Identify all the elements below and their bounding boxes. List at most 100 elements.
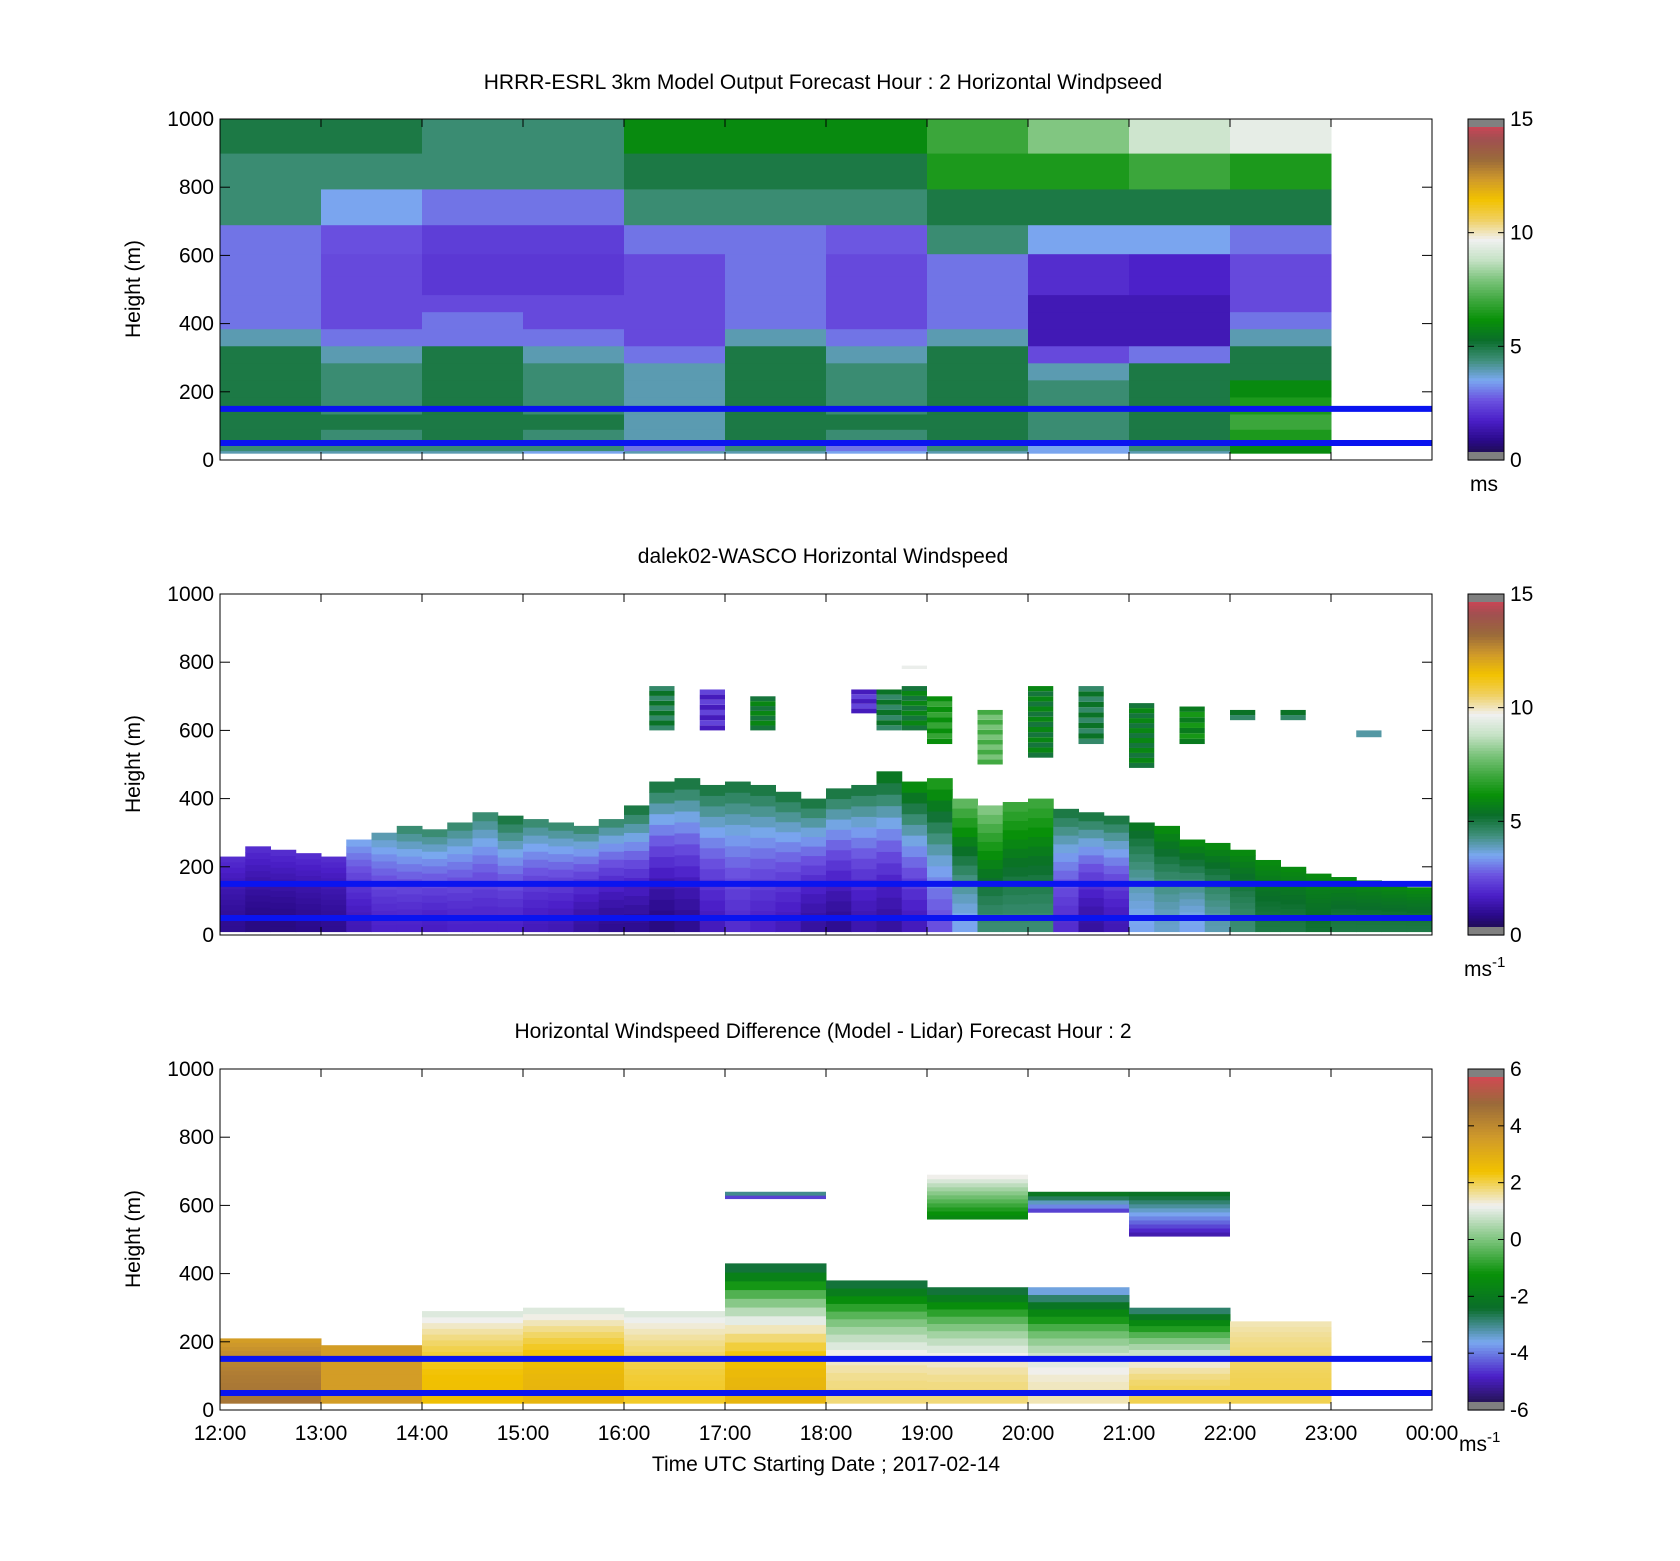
colorbar-swatch bbox=[1468, 1205, 1504, 1209]
heatmap-cell bbox=[800, 893, 827, 904]
colorbar-swatch bbox=[1468, 750, 1504, 754]
heatmap-cell bbox=[876, 862, 903, 875]
colorbar-swatch bbox=[1468, 1128, 1504, 1133]
colorbar-swatch bbox=[1468, 625, 1504, 629]
heatmap-cell bbox=[220, 1382, 322, 1388]
heatmap-cell bbox=[1331, 927, 1357, 933]
heatmap-cell bbox=[1028, 798, 1054, 809]
heatmap-cell bbox=[497, 848, 524, 858]
heatmap-cell bbox=[1053, 852, 1079, 862]
heatmap-cell bbox=[523, 907, 549, 917]
heatmap-cell bbox=[371, 832, 398, 841]
y-tick-label: 600 bbox=[179, 719, 214, 742]
heatmap-cell bbox=[220, 294, 322, 313]
heatmap-cell bbox=[1129, 900, 1155, 909]
x-tick-label: 22:00 bbox=[1204, 1422, 1257, 1445]
heatmap-cell bbox=[1129, 713, 1155, 719]
colorbar-swatch bbox=[1468, 1287, 1504, 1292]
heatmap-cell bbox=[1230, 902, 1256, 909]
heatmap-cell bbox=[1230, 855, 1256, 862]
colorbar-swatch bbox=[1468, 1262, 1504, 1266]
colorbar-swatch bbox=[1468, 906, 1504, 911]
heatmap-cell bbox=[624, 1397, 726, 1404]
heatmap-cell bbox=[927, 712, 953, 718]
heatmap-cell bbox=[1255, 870, 1281, 876]
colorbar-swatch bbox=[1468, 181, 1504, 185]
heatmap-cell bbox=[1331, 912, 1357, 917]
heatmap-cell bbox=[346, 925, 372, 933]
y-tick-label: 1000 bbox=[167, 1058, 214, 1081]
heatmap-cell bbox=[725, 1298, 827, 1308]
heatmap-cell bbox=[245, 858, 271, 866]
heatmap-cell bbox=[295, 875, 322, 882]
colorbar-swatch bbox=[1468, 400, 1504, 404]
heatmap-cell bbox=[725, 153, 827, 190]
colorbar-tick-label: 4 bbox=[1510, 1115, 1522, 1138]
heatmap-cell bbox=[952, 903, 978, 914]
colorbar-swatch bbox=[1468, 252, 1504, 256]
heatmap-cell bbox=[1154, 863, 1180, 872]
heatmap-cell bbox=[1356, 730, 1382, 738]
heatmap-cells bbox=[220, 665, 1433, 933]
heatmap-cell bbox=[624, 832, 650, 842]
heatmap-cell bbox=[1154, 886, 1180, 895]
heatmap-cell bbox=[447, 861, 473, 870]
heatmap-cell bbox=[901, 856, 928, 868]
colorbar-swatch bbox=[1468, 792, 1504, 797]
colorbar-swatch bbox=[1468, 1236, 1504, 1241]
colorbar-swatch bbox=[1468, 1103, 1504, 1107]
heatmap-cell bbox=[220, 362, 322, 381]
heatmap-cell bbox=[321, 904, 347, 911]
heatmap-cell bbox=[1230, 153, 1332, 190]
heatmap-cell bbox=[220, 311, 322, 330]
heatmap-cell bbox=[927, 1186, 1028, 1192]
heatmap-cell bbox=[1406, 899, 1433, 904]
colorbar-swatch bbox=[1468, 619, 1504, 624]
heatmap-cell bbox=[321, 1377, 423, 1382]
heatmap-cell bbox=[295, 903, 322, 910]
heatmap-cell bbox=[497, 906, 524, 916]
heatmap-cell bbox=[1053, 870, 1079, 880]
heatmap-cell bbox=[1305, 927, 1332, 933]
heatmap-cell bbox=[573, 848, 600, 857]
colorbar-swatch bbox=[1468, 915, 1504, 919]
heatmap-cell bbox=[1129, 738, 1155, 743]
colorbar-swatch bbox=[1468, 670, 1504, 675]
heatmap-cell bbox=[422, 829, 448, 838]
heatmap-cell bbox=[422, 275, 524, 296]
heatmap-cell bbox=[927, 1178, 1028, 1184]
heatmap-cell bbox=[422, 1322, 524, 1329]
colorbar-tick-label: 0 bbox=[1510, 449, 1522, 472]
heatmap-cell bbox=[1230, 345, 1332, 364]
reference-lines bbox=[220, 1355, 1432, 1396]
heatmap-cell bbox=[1078, 837, 1105, 847]
heatmap-cell bbox=[295, 909, 322, 916]
heatmap-cell bbox=[497, 923, 524, 933]
x-tick-label: 19:00 bbox=[901, 1422, 954, 1445]
heatmap-cell bbox=[876, 805, 903, 818]
y-tick-label: 200 bbox=[179, 1331, 214, 1354]
heatmap-cell bbox=[447, 900, 473, 909]
heatmap-cell bbox=[624, 275, 726, 296]
heatmap-cell bbox=[624, 1385, 726, 1393]
heatmap-cell bbox=[649, 835, 675, 847]
colorbar-swatch bbox=[1468, 761, 1504, 766]
heatmap-cell bbox=[598, 899, 625, 908]
colorbar-swatch bbox=[1468, 630, 1504, 635]
heatmap-cell bbox=[472, 863, 499, 873]
heatmap-cell bbox=[1078, 707, 1104, 713]
reference-lines bbox=[220, 405, 1432, 446]
colorbar-swatch bbox=[1468, 414, 1504, 418]
heatmap-cell bbox=[1356, 887, 1382, 892]
heatmap-cell bbox=[1002, 857, 1029, 868]
heatmap-cell bbox=[220, 1366, 322, 1372]
colorbar-swatch bbox=[1468, 1250, 1504, 1255]
heatmap-cell bbox=[1406, 909, 1433, 914]
heatmap-cell bbox=[826, 890, 852, 902]
colorbar-swatch bbox=[1468, 1375, 1504, 1380]
heatmap-cell bbox=[321, 899, 347, 906]
heatmap-cell bbox=[321, 188, 423, 226]
colorbar-swatch bbox=[1468, 258, 1504, 262]
heatmap-cell bbox=[321, 328, 423, 347]
colorbar-swatch bbox=[1468, 807, 1504, 811]
